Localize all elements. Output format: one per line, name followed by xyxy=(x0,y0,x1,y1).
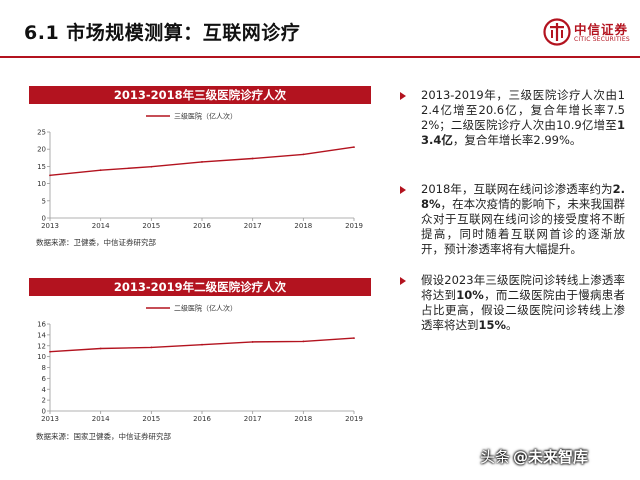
citic-logo-icon xyxy=(543,18,571,46)
chart-2-plot: 0 2 4 6 8 10 12 14 16 2013 2014 2015 2016 2017 2018 201… xyxy=(37,304,363,424)
data-point xyxy=(302,153,305,156)
y-tick-label: 12 xyxy=(37,342,46,350)
bullet-text-segment: 2018年，互联网在线问诊渗透率约为 xyxy=(421,182,613,196)
bullet-item-2: 2018年，互联网在线问诊渗透率约为2.8%，在本次疫情的影响下，未来我国群众对… xyxy=(395,182,625,257)
bullet-text-segment: 2013-2019年，三级医院诊疗人次由12.4亿增至20.6亿，复合年增长率7… xyxy=(421,88,625,132)
y-tick-label: 10 xyxy=(37,180,46,188)
bullet-text-segment: 10% xyxy=(456,288,484,302)
x-tick-label: 2016 xyxy=(193,222,211,230)
x-tick-label: 2015 xyxy=(142,222,160,230)
data-point xyxy=(150,165,153,168)
logo-name-en: CITIC SECURITIES xyxy=(574,36,630,43)
bullet-list: 2013-2019年，三级医院诊疗人次由12.4亿增至20.6亿，复合年增长率7… xyxy=(395,88,625,333)
y-tick-label: 25 xyxy=(37,129,46,137)
y-tick-label: 15 xyxy=(37,163,46,171)
watermark: 头条 @未来智库 xyxy=(480,446,591,467)
chart-1-source: 数据来源：卫健委，中信证券研究部 xyxy=(36,238,156,247)
legend-label: 三级医院（亿人次） xyxy=(174,112,237,121)
x-tick-label: 2018 xyxy=(294,415,312,423)
bullet-text-segment: ，复合年增长率2.99%。 xyxy=(452,133,582,147)
citic-logo: 中信证券 CITIC SECURITIES xyxy=(543,16,630,50)
data-point xyxy=(353,146,355,149)
y-tick-label: 16 xyxy=(37,321,46,329)
y-tick-label: 0 xyxy=(42,408,46,416)
watermark-brand: @未来智库 xyxy=(513,448,589,466)
logo-name-cn: 中信证券 xyxy=(574,22,629,37)
x-tick-label: 2019 xyxy=(345,222,363,230)
y-tick-label: 2 xyxy=(42,397,46,405)
x-tick-label: 2014 xyxy=(92,415,110,423)
x-tick-label: 2016 xyxy=(193,415,211,423)
bullet-marker-icon xyxy=(400,186,406,194)
bullet-text-segment: 2.8% xyxy=(421,182,625,211)
data-point xyxy=(251,341,254,343)
y-tick-label: 14 xyxy=(37,331,46,339)
data-point xyxy=(201,161,203,163)
bullet-text-segment: 15% xyxy=(478,318,507,332)
x-tick-label: 2018 xyxy=(294,222,312,230)
x-tick-label: 2017 xyxy=(244,222,262,230)
bullet-marker-icon xyxy=(400,277,406,285)
bullet-text-segment: 假设2023年三级医院问诊转线上渗透率将达到 xyxy=(421,273,625,302)
y-tick-label: 6 xyxy=(42,375,47,383)
chart-2-title: 2013-2019年二级医院诊疗人次 xyxy=(29,278,371,296)
data-point xyxy=(49,350,51,353)
data-point xyxy=(302,340,305,343)
title-divider xyxy=(0,56,640,58)
data-point xyxy=(353,337,355,340)
x-tick-label: 2013 xyxy=(41,222,59,230)
legend-label: 二级医院（亿人次） xyxy=(174,304,237,313)
page-title: 6.1 市场规模测算：互联网诊疗 xyxy=(24,22,301,44)
data-point xyxy=(49,174,51,177)
x-tick-label: 2015 xyxy=(142,415,160,423)
bullet-text-segment: 13.4亿 xyxy=(421,118,625,147)
bullet-item-1: 2013-2019年，三级医院诊疗人次由12.4亿增至20.6亿，复合年增长率7… xyxy=(395,88,625,148)
data-point xyxy=(99,347,102,350)
bullet-text-segment: ，在本次疫情的影响下，未来我国群众对于互联网在线问诊的接受度将不断提高，同时随着… xyxy=(421,197,625,256)
x-tick-label: 2019 xyxy=(345,415,363,423)
chart-1-plot: 0 5 10 15 20 25 2013 2014 2015 2016 2017 2018 2019 三级… xyxy=(37,112,363,231)
data-point xyxy=(201,343,203,346)
data-point xyxy=(251,157,254,160)
data-point xyxy=(99,169,102,172)
x-tick-label: 2013 xyxy=(41,415,59,423)
watermark-prefix: 头条 xyxy=(480,448,511,466)
bullet-marker-icon xyxy=(400,92,406,100)
data-point xyxy=(150,346,153,349)
y-tick-label: 8 xyxy=(42,364,46,372)
y-tick-label: 0 xyxy=(42,215,46,223)
x-tick-label: 2017 xyxy=(244,415,262,423)
bullet-text-segment: 。 xyxy=(506,318,518,332)
y-tick-label: 5 xyxy=(42,197,46,205)
y-tick-label: 20 xyxy=(37,146,46,154)
bullet-item-3: 假设2023年三级医院问诊转线上渗透率将达到10%，而二级医院由于慢病患者占比更… xyxy=(395,273,625,333)
y-tick-label: 10 xyxy=(37,353,46,361)
chart-1-title: 2013-2018年三级医院诊疗人次 xyxy=(29,86,371,104)
chart-2-source: 数据来源：国家卫健委，中信证券研究部 xyxy=(36,432,171,441)
x-tick-label: 2014 xyxy=(92,222,110,230)
bullet-text-segment: ，而二级医院由于慢病患者占比更高，假设二级医院问诊转线上渗透率将达到 xyxy=(421,288,626,332)
y-tick-label: 4 xyxy=(42,386,47,394)
